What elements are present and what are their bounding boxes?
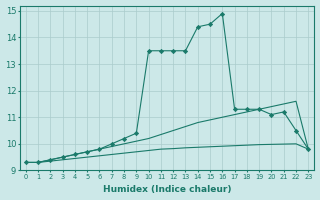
X-axis label: Humidex (Indice chaleur): Humidex (Indice chaleur) <box>103 185 231 194</box>
